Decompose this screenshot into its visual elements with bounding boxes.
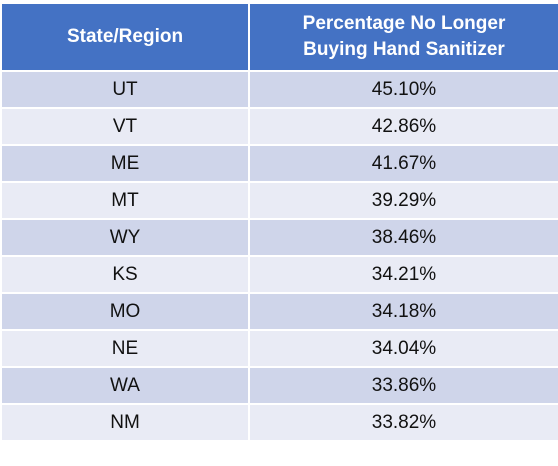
table-row: WA 33.86% (0, 366, 558, 405)
table-row: VT 42.86% (0, 107, 558, 146)
state-cell: WA (0, 366, 250, 405)
percentage-cell: 42.86% (248, 107, 558, 146)
state-cell: UT (0, 70, 250, 109)
state-cell: MO (0, 292, 250, 331)
percentage-cell: 34.21% (248, 255, 558, 294)
state-cell: WY (0, 218, 250, 257)
table-row: MO 34.18% (0, 292, 558, 331)
percentage-cell: 38.46% (248, 218, 558, 257)
state-cell: VT (0, 107, 250, 146)
state-cell: KS (0, 255, 250, 294)
data-table: State/Region Percentage No Longer Buying… (0, 2, 558, 442)
percentage-cell: 34.04% (248, 329, 558, 368)
state-cell: NM (0, 403, 250, 442)
percentage-cell: 45.10% (248, 70, 558, 109)
percentage-cell: 34.18% (248, 292, 558, 331)
state-cell: ME (0, 144, 250, 183)
header-text: Percentage No Longer Buying Hand Sanitiz… (302, 13, 506, 60)
percentage-cell: 33.82% (248, 403, 558, 442)
table-row: ME 41.67% (0, 144, 558, 183)
header-text: State/Region (66, 26, 184, 47)
table-row: KS 34.21% (0, 255, 558, 294)
table-body: UT 45.10% VT 42.86% ME 41.67% MT 39.29% WY 38.46%… (0, 70, 558, 442)
table-row: UT 45.10% (0, 70, 558, 109)
table-row: WY 38.46% (0, 218, 558, 257)
state-cell: NE (0, 329, 250, 368)
percentage-cell: 39.29% (248, 181, 558, 220)
table-row: MT 39.29% (0, 181, 558, 220)
table-row: NE 34.04% (0, 329, 558, 368)
header-row: State/Region Percentage No Longer Buying… (0, 2, 558, 72)
table-row: NM 33.82% (0, 403, 558, 442)
header-cell: State/Region (0, 2, 250, 72)
percentage-cell: 33.86% (248, 366, 558, 405)
state-cell: MT (0, 181, 250, 220)
header-cell: Percentage No Longer Buying Hand Sanitiz… (248, 2, 558, 72)
percentage-cell: 41.67% (248, 144, 558, 183)
